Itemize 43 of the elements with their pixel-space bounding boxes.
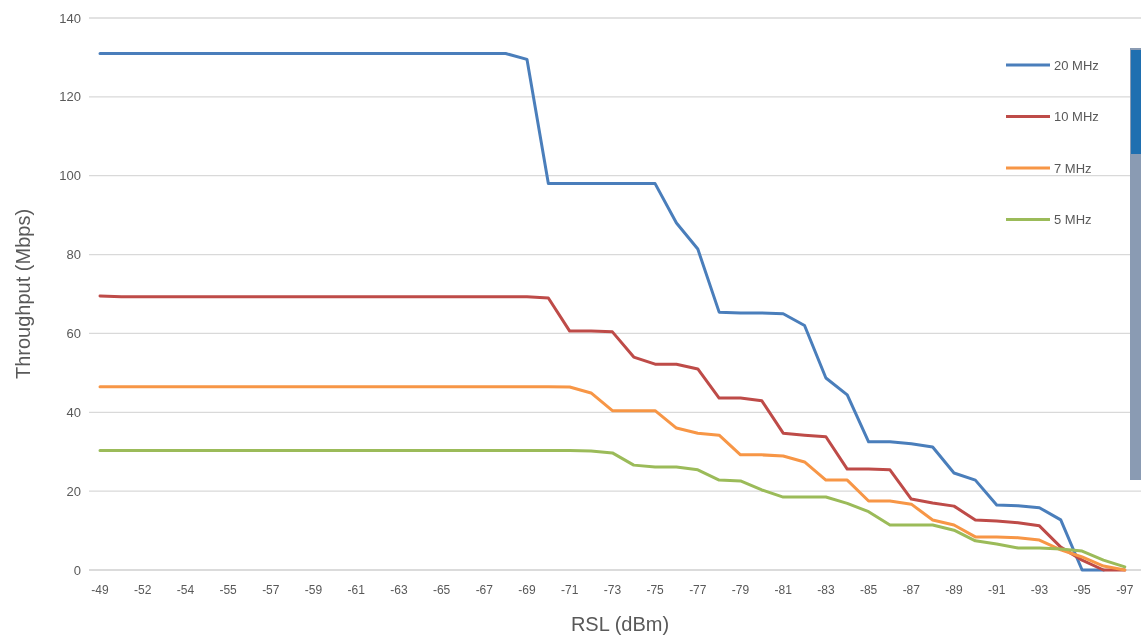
line-series — [98, 385, 1127, 572]
line-series — [98, 51, 1105, 572]
y-tick-label: 0 — [73, 562, 81, 578]
x-tick-label: -61 — [347, 583, 366, 597]
x-tick-label: -75 — [646, 583, 665, 597]
x-tick-label: -52 — [134, 583, 152, 597]
x-tick-label: -71 — [561, 583, 579, 597]
legend-label: 10 MHz — [1054, 109, 1099, 125]
y-tick-label: 60 — [66, 325, 81, 341]
legend-label: 5 MHz — [1054, 212, 1092, 228]
x-tick-label: -57 — [262, 583, 280, 597]
x-tick-label: -85 — [859, 583, 878, 597]
x-tick-label: -81 — [774, 583, 793, 597]
x-tick-label: -87 — [902, 583, 921, 597]
legend-label: 20 MHz — [1054, 57, 1099, 73]
x-axis-title: RSL (dBm) — [570, 613, 670, 635]
y-tick-label: 40 — [66, 404, 81, 420]
y-tick-label: 20 — [66, 483, 81, 499]
x-tick-label: -95 — [1073, 583, 1092, 597]
x-tick-label: -49 — [91, 583, 109, 597]
legend-label: 7 MHz — [1054, 160, 1092, 176]
x-tick-label: -89 — [945, 583, 963, 597]
x-tick-label: -69 — [518, 583, 536, 597]
x-tick-label: -97 — [1116, 583, 1134, 597]
x-tick-label: -73 — [603, 583, 622, 597]
y-axis-title: Throughput (Mbps) — [12, 208, 34, 380]
y-tick-label: 100 — [59, 168, 81, 184]
x-tick-label: -63 — [390, 583, 408, 597]
x-tick-label: -91 — [988, 583, 1006, 597]
y-tick-label: 140 — [59, 10, 81, 26]
line-series — [98, 294, 1127, 572]
y-tick-label: 120 — [59, 89, 81, 105]
x-tick-label: -67 — [475, 583, 494, 597]
x-tick-label: -55 — [219, 583, 238, 597]
x-tick-label: -65 — [432, 583, 451, 597]
y-tick-label: 80 — [66, 247, 81, 263]
x-tick-label: -59 — [304, 583, 323, 597]
x-tick-label: -79 — [731, 583, 750, 597]
x-tick-label: -77 — [689, 583, 707, 597]
line-series — [98, 449, 1127, 569]
x-tick-label: -83 — [817, 583, 835, 597]
x-tick-label: -54 — [176, 583, 195, 597]
x-tick-label: -93 — [1030, 583, 1049, 597]
